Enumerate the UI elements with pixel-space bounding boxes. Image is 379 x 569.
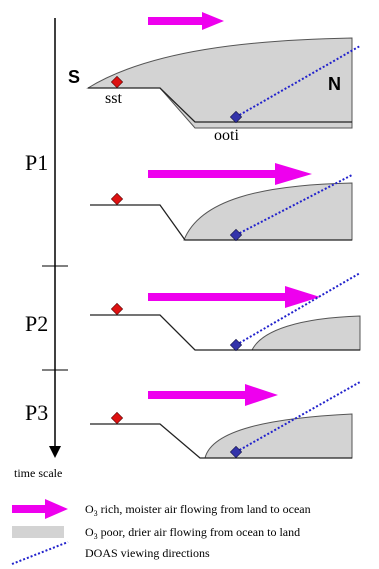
ooti-marker bbox=[229, 110, 243, 124]
terrain-profile bbox=[90, 204, 352, 241]
ocean-air-mass bbox=[86, 37, 353, 129]
sst-marker bbox=[110, 75, 124, 89]
legend-item-doas: DOAS viewing directions bbox=[11, 541, 210, 565]
legend-doas-swatch bbox=[11, 541, 69, 565]
flow-arrow-land-to-ocean bbox=[148, 384, 278, 406]
panel-4 bbox=[90, 381, 361, 459]
label-sst: sst bbox=[105, 90, 122, 107]
flow-arrow-land-to-ocean bbox=[148, 12, 224, 30]
legend-doas-label: DOAS viewing directions bbox=[85, 546, 210, 560]
time-axis-label: time scale bbox=[14, 466, 62, 480]
label-ooti: ooti bbox=[214, 127, 239, 144]
legend-item-land-to-ocean: O3 rich, moister air flowing from land t… bbox=[12, 499, 311, 519]
legend: O3 rich, moister air flowing from land t… bbox=[11, 499, 311, 565]
sst-marker bbox=[110, 302, 124, 316]
period-label-p3: P3 bbox=[25, 400, 48, 425]
legend-ocean-to-land-label: O3 poor, drier air flowing from ocean to… bbox=[85, 525, 300, 541]
panel-3 bbox=[90, 272, 361, 352]
legend-item-ocean-to-land: O3 poor, drier air flowing from ocean to… bbox=[12, 525, 300, 541]
legend-arrow-swatch bbox=[12, 499, 68, 519]
doas-viewing-line bbox=[235, 174, 353, 236]
ocean-air-mass bbox=[204, 413, 353, 459]
sst-marker bbox=[110, 411, 124, 425]
panel-2 bbox=[90, 163, 353, 242]
terrain-profile bbox=[90, 314, 360, 351]
ocean-air-mass bbox=[251, 315, 361, 351]
period-label-p2: P2 bbox=[25, 311, 48, 336]
ooti-marker bbox=[229, 445, 243, 459]
label-north: N bbox=[328, 74, 341, 94]
terrain-profile bbox=[88, 87, 352, 123]
sst-marker bbox=[110, 192, 124, 206]
ooti-marker bbox=[229, 338, 243, 352]
time-axis: time scale bbox=[14, 18, 68, 480]
flow-arrow-land-to-ocean bbox=[148, 163, 312, 185]
legend-gray-swatch bbox=[12, 526, 64, 538]
period-label-p1: P1 bbox=[25, 150, 48, 175]
terrain-profile bbox=[90, 423, 352, 459]
label-south: S bbox=[68, 67, 80, 87]
legend-land-to-ocean-label: O3 rich, moister air flowing from land t… bbox=[85, 502, 311, 518]
ooti-marker bbox=[229, 228, 243, 242]
flow-arrow-land-to-ocean bbox=[148, 286, 320, 308]
ocean-air-mass bbox=[183, 182, 353, 241]
panel-1: S N sst ooti bbox=[68, 12, 361, 144]
